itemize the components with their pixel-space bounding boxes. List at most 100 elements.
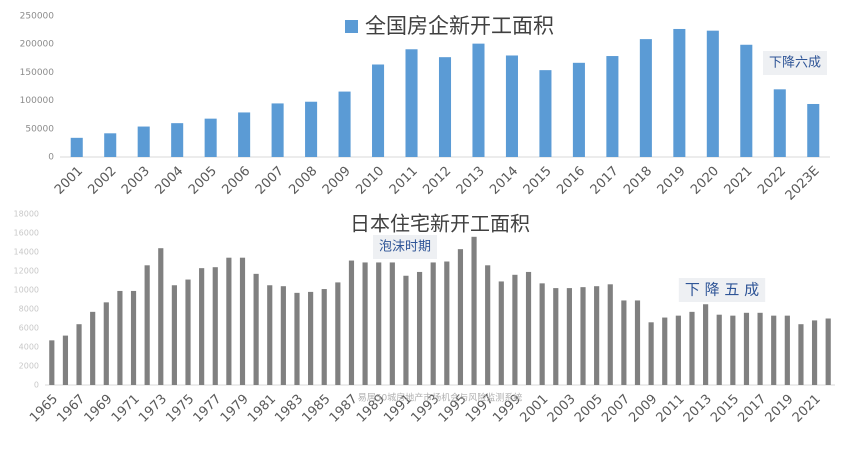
x-tick-label: 2005 [186, 164, 220, 198]
bar [308, 291, 314, 385]
bar [675, 315, 681, 385]
x-tick-label: 2009 [626, 392, 660, 426]
x-tick-label: 2003 [119, 164, 153, 198]
bar [362, 262, 368, 385]
x-tick-label: 1967 [54, 392, 88, 426]
bar [90, 311, 96, 385]
bar [730, 315, 736, 385]
bar [740, 44, 753, 157]
bar [117, 290, 123, 385]
y-tick-label: 150000 [20, 68, 55, 78]
annotation: 下 降 五 成 [685, 281, 759, 299]
annotation-box [372, 235, 438, 259]
bar [321, 289, 327, 385]
bar [158, 248, 164, 385]
bar [76, 324, 82, 385]
bar [825, 318, 831, 385]
x-tick-label: 1981 [245, 392, 279, 426]
bar [280, 286, 286, 385]
bar [811, 320, 818, 385]
bar [204, 118, 217, 157]
x-tick-label: 1979 [218, 392, 252, 426]
x-tick-label: 2012 [420, 164, 454, 198]
bar [639, 39, 652, 157]
x-tick-label: 2007 [599, 392, 633, 426]
bar [376, 262, 382, 385]
bar [784, 315, 790, 385]
bar [130, 290, 137, 385]
bar [389, 262, 395, 385]
annotation: 泡沫时期 [379, 240, 431, 255]
x-tick-label: 2011 [654, 392, 688, 426]
bar [773, 89, 786, 157]
bar [405, 49, 418, 157]
bar [634, 300, 641, 385]
bar [539, 283, 545, 385]
bar [294, 292, 300, 385]
bar [444, 261, 450, 385]
chart-title: 日本住宅新开工面积 [350, 212, 530, 236]
bar [49, 340, 55, 385]
bar [253, 273, 259, 385]
bar [103, 302, 109, 385]
x-tick-label: 2002 [86, 164, 120, 198]
x-tick-label: 2023E [783, 164, 823, 204]
x-tick-label: 2010 [353, 164, 387, 198]
bar [512, 274, 518, 385]
bar [305, 101, 318, 157]
bar [171, 123, 184, 157]
x-tick-label: 1975 [163, 392, 197, 426]
bar [403, 275, 409, 385]
bar [662, 317, 668, 385]
y-tick-label: 0 [34, 381, 39, 390]
bar [485, 265, 491, 385]
x-tick-label: 2006 [219, 164, 253, 198]
bar [372, 64, 385, 157]
bar [572, 62, 585, 158]
bar [104, 133, 117, 157]
x-tick-label: 2007 [253, 164, 287, 198]
x-tick-label: 2017 [588, 164, 622, 198]
y-tick-label: 18000 [14, 210, 39, 219]
y-tick-label: 100000 [20, 96, 55, 106]
y-tick-label: 10000 [14, 286, 39, 295]
bar [472, 43, 485, 157]
bar [566, 288, 572, 385]
bar [673, 28, 686, 157]
x-tick-label: 1969 [82, 392, 116, 426]
x-tick-label: 2020 [688, 164, 722, 198]
y-tick-label: 16000 [14, 229, 39, 238]
x-tick-label: 2015 [708, 392, 742, 426]
x-tick-label: 1977 [191, 392, 225, 426]
bar [539, 70, 552, 157]
x-tick-label: 2018 [621, 164, 655, 198]
bar [498, 281, 504, 385]
bar [457, 249, 464, 385]
x-tick-label: 2003 [545, 392, 579, 426]
bar [689, 311, 695, 385]
annotation-box [678, 278, 766, 302]
y-tick-label: 8000 [19, 305, 39, 314]
bar [416, 271, 423, 385]
x-tick-label: 2005 [572, 392, 606, 426]
x-tick-label: 2019 [763, 392, 797, 426]
bar [238, 112, 251, 157]
bar [144, 265, 150, 385]
x-tick-label: 2017 [735, 392, 769, 426]
x-tick-label: 2021 [722, 164, 756, 198]
y-tick-label: 0 [48, 153, 54, 163]
bar [716, 314, 722, 385]
y-tick-label: 2000 [19, 362, 39, 371]
bar [807, 103, 820, 157]
bar [580, 287, 586, 385]
bar [771, 315, 777, 385]
bar [743, 312, 750, 385]
bar [212, 267, 218, 385]
x-tick-label: 2001 [517, 392, 551, 426]
x-tick-label: 1965 [27, 392, 61, 426]
x-tick-label: 2021 [790, 392, 824, 426]
bar [185, 279, 191, 385]
x-tick-label: 1985 [300, 392, 334, 426]
y-tick-label: 250000 [20, 12, 55, 22]
bar [621, 300, 627, 385]
